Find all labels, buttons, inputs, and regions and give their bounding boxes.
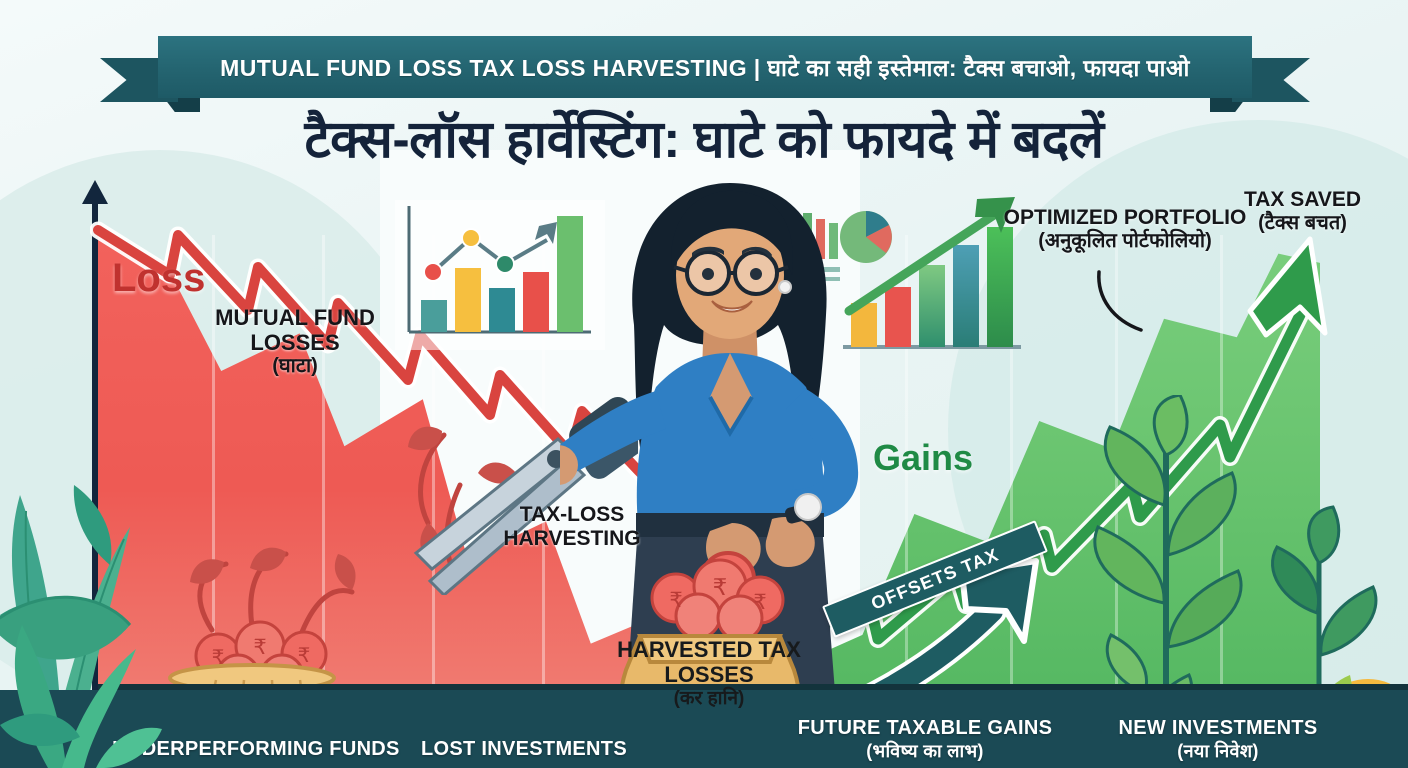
tax-loss-harvesting-label: TAX-LOSS HARVESTING [497, 503, 647, 551]
baseline-label-en: NEW INVESTMENTS [1118, 717, 1318, 740]
mixed-bar-chart-left [395, 200, 605, 350]
plant-growth-icon [1093, 395, 1243, 715]
tax-loss-harvesting-text: TAX-LOSS HARVESTING [503, 503, 641, 550]
gain-gridline [1220, 235, 1223, 700]
optimized-portfolio-hi: (अनुकूलित पोर्टफोलियो) [1038, 229, 1212, 252]
plant-small-right-icon [1271, 505, 1378, 755]
baseline-label-hi: (नया निवेश) [1177, 740, 1259, 761]
gain-gridline [905, 235, 908, 700]
baseline-band [0, 690, 1408, 768]
harvested-tax-losses-hi: (कर हानि) [673, 687, 745, 709]
svg-text:₹: ₹ [669, 588, 682, 612]
ribbon-title-text: MUTUAL FUND LOSS TAX LOSS HARVESTING | घ… [220, 55, 1190, 81]
gain-trend-arrow [783, 236, 1328, 648]
gain-gridline [1010, 235, 1013, 700]
harvested-tax-losses-en: HARVESTED TAX LOSSES [617, 637, 801, 687]
scene: ₹ ₹ ₹ ₹ ₹ [0, 175, 1408, 768]
plant-foreground-left-icon [0, 625, 162, 768]
baseline-label-hi: (भविष्य का लाभ) [866, 740, 984, 761]
baseline-label-new-investments: NEW INVESTMENTS (नया निवेश) [1078, 717, 1358, 762]
baseline-label-underperforming-funds: UNDERPERFORMING FUNDS [96, 738, 416, 762]
baseline-label-lost-investments: LOST INVESTMENTS [404, 738, 644, 762]
growth-bar-chart-right [843, 197, 1021, 349]
mutual-fund-losses-hi: (घाटा) [272, 355, 318, 378]
page-title: टैक्स-लॉस हार्वेस्टिंग: घाटे को फायदे मे… [304, 111, 1104, 169]
optimized-portfolio-en: OPTIMIZED PORTFOLIO [1003, 206, 1247, 229]
baseline-label-future-taxable-gains: FUTURE TAXABLE GAINS (भविष्य का लाभ) [790, 717, 1060, 762]
loss-gridline [322, 235, 325, 700]
mutual-fund-losses-label: MUTUAL FUND LOSSES (घाटा) [205, 305, 385, 378]
svg-text:₹: ₹ [212, 645, 225, 669]
baseline-label-en: FUTURE TAXABLE GAINS [797, 717, 1053, 740]
baseline-label-en: UNDERPERFORMING FUNDS [112, 738, 400, 761]
optimized-portfolio-label: OPTIMIZED PORTFOLIO (अनुकूलित पोर्टफोलिय… [1000, 206, 1250, 253]
svg-text:₹: ₹ [753, 590, 766, 614]
baseline-axis [98, 684, 1408, 690]
tax-saved-en: TAX SAVED [1243, 188, 1362, 211]
svg-text:₹: ₹ [298, 643, 311, 667]
ribbon-banner-body: MUTUAL FUND LOSS TAX LOSS HARVESTING | घ… [158, 36, 1252, 98]
loss-gridline [432, 235, 435, 700]
svg-text:₹: ₹ [713, 575, 728, 601]
tax-saved-hi: (टैक्स बचत) [1258, 211, 1347, 234]
gains-heading: Gains [873, 437, 974, 478]
tax-saved-label: TAX SAVED (टैक्स बचत) [1215, 188, 1390, 235]
harvested-tax-losses-label: HARVESTED TAX LOSSES (कर हानि) [614, 637, 804, 709]
y-axis [92, 200, 98, 710]
loss-heading: Loss [112, 256, 206, 300]
header-ribbon: MUTUAL FUND LOSS TAX LOSS HARVESTING | घ… [100, 28, 1310, 112]
loss-gridline [212, 235, 215, 700]
svg-text:₹: ₹ [253, 635, 266, 659]
baseline-label-en: LOST INVESTMENTS [421, 738, 627, 761]
pointer-curve-icon [1097, 270, 1143, 332]
mutual-fund-losses-en: MUTUAL FUND LOSSES [215, 305, 375, 356]
